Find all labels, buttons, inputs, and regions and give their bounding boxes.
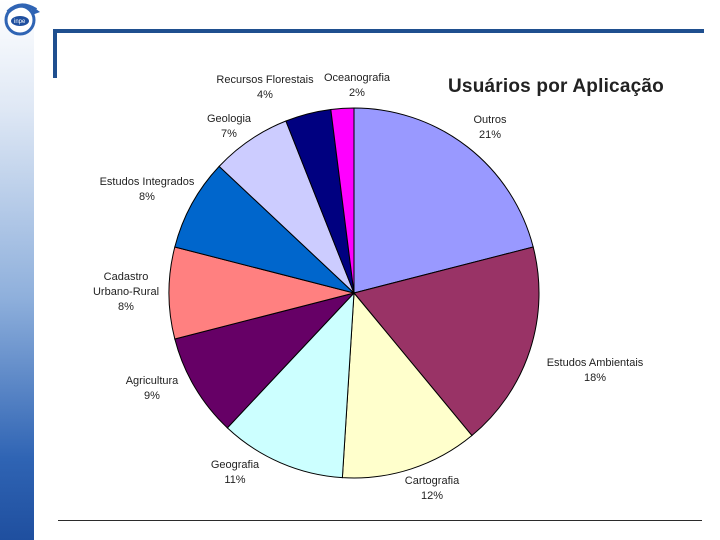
slice-label-agricultura: Agricultura 9%: [126, 375, 179, 402]
pie-slice-geografia: [226, 291, 355, 479]
slice-label-estudos-integrados: Estudos Integrados 8%: [100, 176, 195, 203]
header-rule: [56, 29, 704, 33]
institution-logo-icon: inpe: [4, 3, 40, 36]
slice-label-estudos-ambientais: Estudos Ambientais 18%: [547, 357, 644, 384]
header-rule-left: [53, 29, 57, 78]
pie-slice-cartografia: [341, 291, 473, 479]
pie-slice-estudos-ambientais: [353, 246, 540, 437]
pie-slice-oceanografia: [330, 107, 355, 294]
footer-rule: [58, 520, 702, 521]
slice-label-geografia: Geografia 11%: [211, 459, 260, 486]
pie-slice-outros: [353, 107, 534, 294]
pie-slice-agricultura: [174, 292, 356, 429]
slice-label-oceanografia: Oceanografia 2%: [324, 72, 391, 99]
slice-label-cadastro-urbano-rural: Cadastro Urbano-Rural 8%: [93, 271, 159, 313]
chart-title: Usuários por Aplicação: [448, 76, 664, 97]
slice-label-outros: Outros 21%: [473, 114, 507, 141]
pie-slice-estudos-integrados: [174, 165, 355, 294]
svg-text:inpe: inpe: [14, 19, 26, 25]
slice-label-cartografia: Cartografia 12%: [405, 475, 460, 502]
pie-slice-cadastro-urbano-rural: [168, 246, 355, 340]
slice-label-geologia: Geologia 7%: [207, 113, 252, 140]
slice-label-recursos-florestais: Recursos Florestais 4%: [216, 74, 314, 101]
sidebar-gradient: [0, 0, 34, 540]
